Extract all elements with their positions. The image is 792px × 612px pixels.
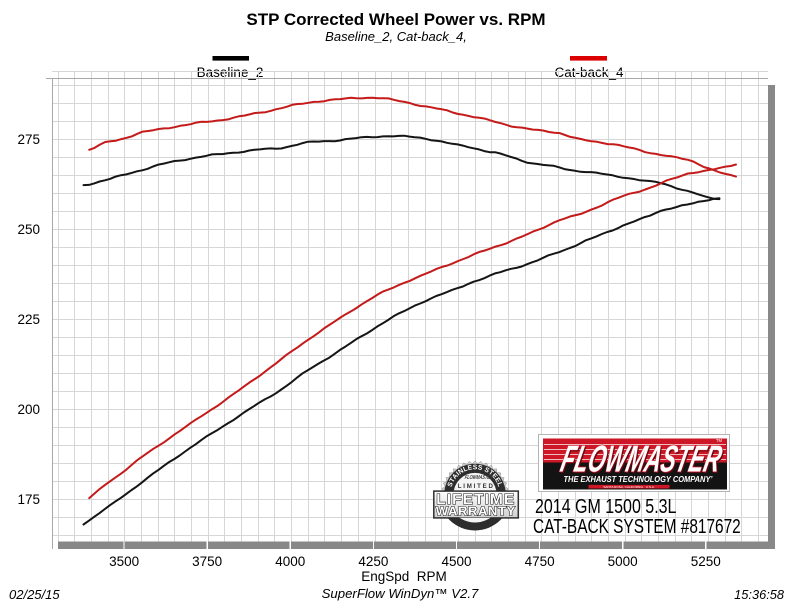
svg-text:SANTA ROSA, CALIFORNIA · U.S.A: SANTA ROSA, CALIFORNIA · U.S.A. <box>603 485 654 489</box>
svg-text:FLOWMASTER: FLOWMASTER <box>464 475 494 481</box>
svg-text:FLOWMASTER: FLOWMASTER <box>558 440 727 481</box>
svg-text:WARRANTY: WARRANTY <box>436 505 516 519</box>
svg-text:LIMITED: LIMITED <box>458 483 495 490</box>
svg-text:TM: TM <box>716 438 723 443</box>
svg-text:FLOWMASTER: FLOWMASTER <box>556 439 725 480</box>
svg-text:THE EXHAUST TECHNOLOGY COMPAN: THE EXHAUST TECHNOLOGY COMPANY’ <box>563 475 713 484</box>
svg-text:LIFETIME: LIFETIME <box>436 491 515 508</box>
